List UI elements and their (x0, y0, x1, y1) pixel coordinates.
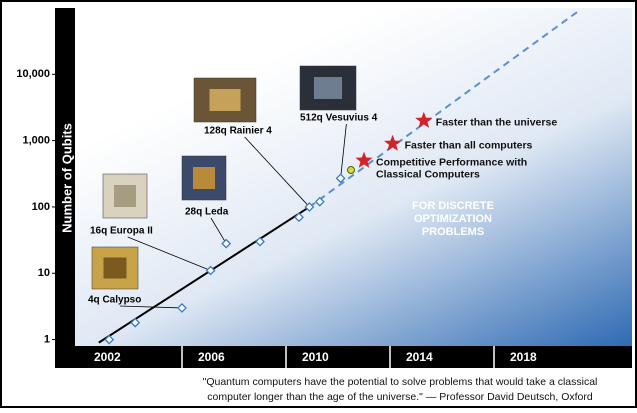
plot-background (75, 8, 632, 346)
x-tick-label: 2018 (510, 350, 537, 364)
chip-core (114, 185, 136, 207)
chip-core (314, 77, 342, 99)
y-tick-label: 1 (44, 333, 50, 345)
chip-label: 28q Leda (185, 207, 229, 218)
chip-label: 128q Rainier 4 (204, 126, 272, 137)
y-tick-label: 10,000 (16, 68, 50, 80)
x-tick-label: 2006 (198, 350, 225, 364)
x-band (75, 346, 632, 368)
y-axis-label: Number of Qubits (59, 123, 74, 233)
chip-core (104, 258, 127, 279)
x-tick-label: 2010 (302, 350, 329, 364)
quote-line: computer longer than the age of the univ… (207, 391, 593, 403)
chip-core (193, 167, 215, 189)
chip-label: 512q Vesuvius 4 (300, 113, 378, 124)
point (348, 167, 355, 174)
chip-core (210, 89, 241, 111)
milestone-label: Faster than the universe (436, 116, 558, 128)
y-tick-label: 1,000 (22, 135, 50, 147)
x-tick-label: 2014 (406, 350, 433, 364)
chip-label: 16q Europa II (90, 226, 153, 237)
milestone-label: Faster than all computers (405, 139, 533, 151)
y-tick-label: 10 (38, 267, 50, 279)
x-tick-label: 2002 (94, 350, 121, 364)
chip-label: 4q Calypso (88, 295, 141, 306)
chart: Number of Qubits 1 10 100 1,000 10,000 2002 20… (0, 0, 637, 408)
y-tick-label: 100 (32, 201, 50, 213)
quote-line: "Quantum computers have the potential to… (203, 376, 598, 388)
